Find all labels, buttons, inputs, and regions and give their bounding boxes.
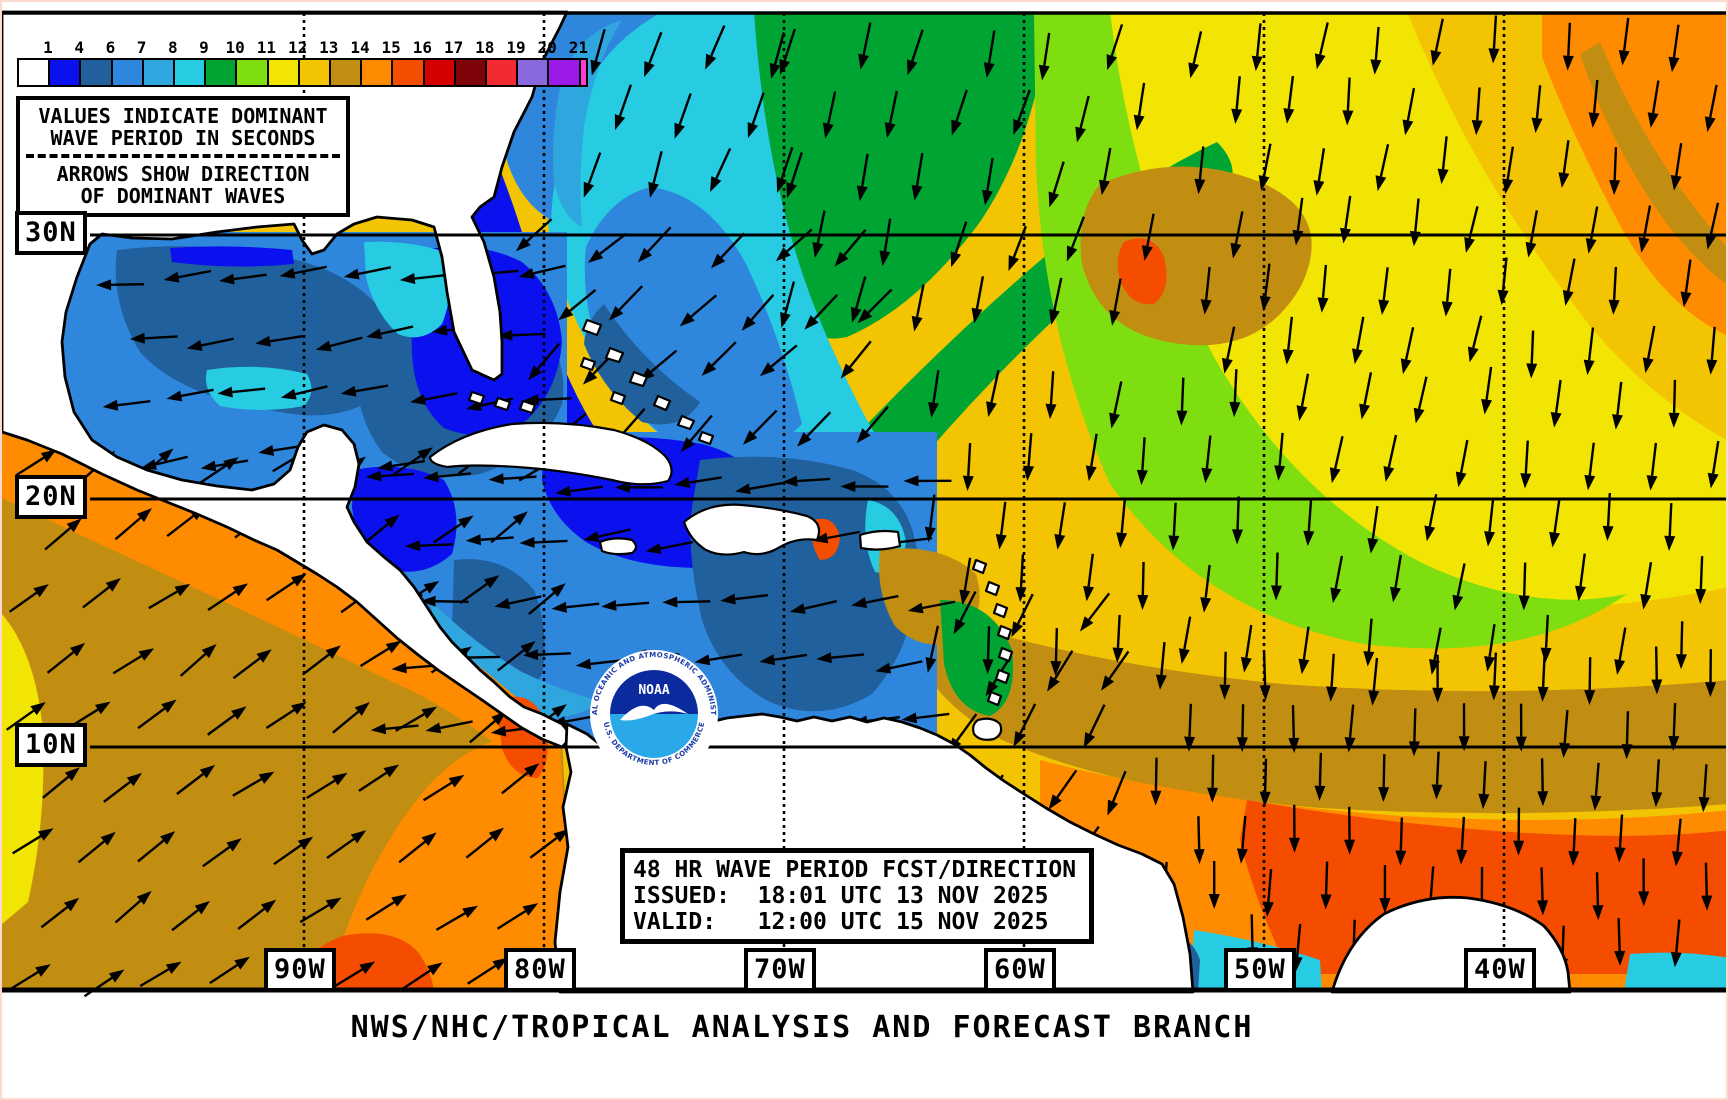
wave-region-11 <box>1034 12 1627 649</box>
island <box>992 602 1009 619</box>
island <box>467 390 486 406</box>
colorbar-label-18: 18 <box>475 38 495 57</box>
legend-line-2: WAVE PERIOD IN SECONDS <box>50 126 316 150</box>
colorbar-cell-6 <box>79 58 113 87</box>
colorbar-cell-21 <box>547 58 581 87</box>
forecast-title: 48 HR WAVE PERIOD FCST/DIRECTION <box>633 857 1077 883</box>
colorbar-cell-7 <box>110 58 144 87</box>
island <box>984 580 1001 597</box>
wave-region-6 <box>584 304 700 425</box>
colorbar-cell-10 <box>204 58 238 87</box>
legend-line-1: VALUES INDICATE DOMINANT <box>38 104 328 128</box>
island <box>579 356 597 372</box>
legend-line-3: ARROWS SHOW DIRECTION <box>56 162 310 186</box>
colorbar-cell-max <box>578 58 588 87</box>
wave-region-10 <box>754 12 1050 339</box>
island <box>676 414 696 431</box>
colorbar-label-8: 8 <box>167 38 178 57</box>
island <box>493 396 512 412</box>
island <box>604 346 625 364</box>
colorbar-label-13: 13 <box>319 38 339 57</box>
island <box>428 421 673 486</box>
logo-sky <box>610 670 698 714</box>
colorbar-cell-19 <box>485 58 519 87</box>
colorbar-label-21: 21 <box>568 38 589 57</box>
colorbar-label-9: 9 <box>199 38 209 57</box>
colorbar-cell-1 <box>17 58 51 87</box>
wave-region-12 <box>2 614 44 924</box>
forecast-valid: VALID: 12:00 UTC 15 NOV 2025 <box>633 909 1049 935</box>
colorbar-cell-16 <box>391 58 425 87</box>
island <box>518 399 537 415</box>
colorbar-cell-11 <box>235 58 269 87</box>
colorbar-label-19: 19 <box>506 38 526 57</box>
island <box>598 537 638 556</box>
island <box>581 318 603 337</box>
wave-region-9 <box>1624 952 1726 992</box>
island <box>994 668 1011 685</box>
colorbar-label-4: 4 <box>74 38 84 57</box>
colorbar-cell-14 <box>329 58 363 87</box>
wave-region-4 <box>170 246 294 267</box>
colorbar-cell-4 <box>48 58 82 87</box>
legend-box: VALUES INDICATE DOMINANT WAVE PERIOD IN … <box>16 96 350 217</box>
colorbar-cell-12 <box>266 58 300 87</box>
forecast-issued: ISSUED: 18:01 UTC 13 NOV 2025 <box>633 883 1049 909</box>
logo-seagull <box>620 703 688 721</box>
wave-region-14 <box>1580 42 1726 284</box>
lon-label-90W: 90W <box>264 948 336 992</box>
forecast-info-box: 48 HR WAVE PERIOD FCST/DIRECTION ISSUED:… <box>620 848 1094 944</box>
colorbar-cell-20 <box>516 58 550 87</box>
logo-sea <box>610 714 698 758</box>
colorbar-label-7: 7 <box>136 38 147 57</box>
wave-region-15 <box>327 736 574 992</box>
lon-label-80W: 80W <box>504 948 576 992</box>
colorbar-label-11: 11 <box>256 38 277 57</box>
colorbar-cell-18 <box>453 58 487 87</box>
colorbar-label-16: 16 <box>412 38 433 57</box>
lat-label-10N: 10N <box>15 723 87 767</box>
lon-label-70W: 70W <box>744 948 816 992</box>
island <box>971 558 988 575</box>
colorbar-label-12: 12 <box>287 38 308 57</box>
island <box>972 717 1003 741</box>
legend-divider <box>26 154 340 158</box>
colorbar-label-14: 14 <box>350 38 370 57</box>
lat-label-20N: 20N <box>15 475 87 519</box>
legend-line-4: OF DOMINANT WAVES <box>80 184 286 208</box>
colorbar-label-15: 15 <box>381 38 401 57</box>
lon-label-60W: 60W <box>984 948 1056 992</box>
island <box>652 394 672 412</box>
wave-region-13 <box>1407 12 1726 440</box>
island <box>997 646 1014 663</box>
colorbar-cell-15 <box>360 58 394 87</box>
colorbar-cell-13 <box>297 58 331 87</box>
lon-label-40W: 40W <box>1464 948 1536 992</box>
colorbar-label-17: 17 <box>443 38 464 57</box>
wave-region-9 <box>364 241 451 338</box>
lat-label-30N: 30N <box>15 211 87 255</box>
colorbar-label-10: 10 <box>225 38 245 57</box>
island <box>628 370 649 388</box>
wave-region-16 <box>1117 238 1167 305</box>
island <box>858 529 902 551</box>
logo-noaa-text: NOAA <box>638 683 669 698</box>
colorbar-cell-8 <box>141 58 175 87</box>
island <box>986 690 1003 707</box>
lon-label-50W: 50W <box>1224 948 1296 992</box>
colorbar-label-1: 1 <box>43 38 53 57</box>
island <box>697 430 715 446</box>
colorbar-cell-9 <box>173 58 207 87</box>
island <box>609 390 627 406</box>
wave-region-6 <box>115 246 394 416</box>
colorbar-label-20: 20 <box>537 38 557 57</box>
branch-title: NWS/NHC/TROPICAL ANALYSIS AND FORECAST B… <box>350 1010 1254 1045</box>
noaa-logo: NOAA NATIONAL OCEANIC AND ATMOSPHERIC AD… <box>590 650 718 778</box>
island <box>996 624 1013 641</box>
colorbar-cell-17 <box>422 58 456 87</box>
colorbar-label-6: 6 <box>105 38 116 57</box>
